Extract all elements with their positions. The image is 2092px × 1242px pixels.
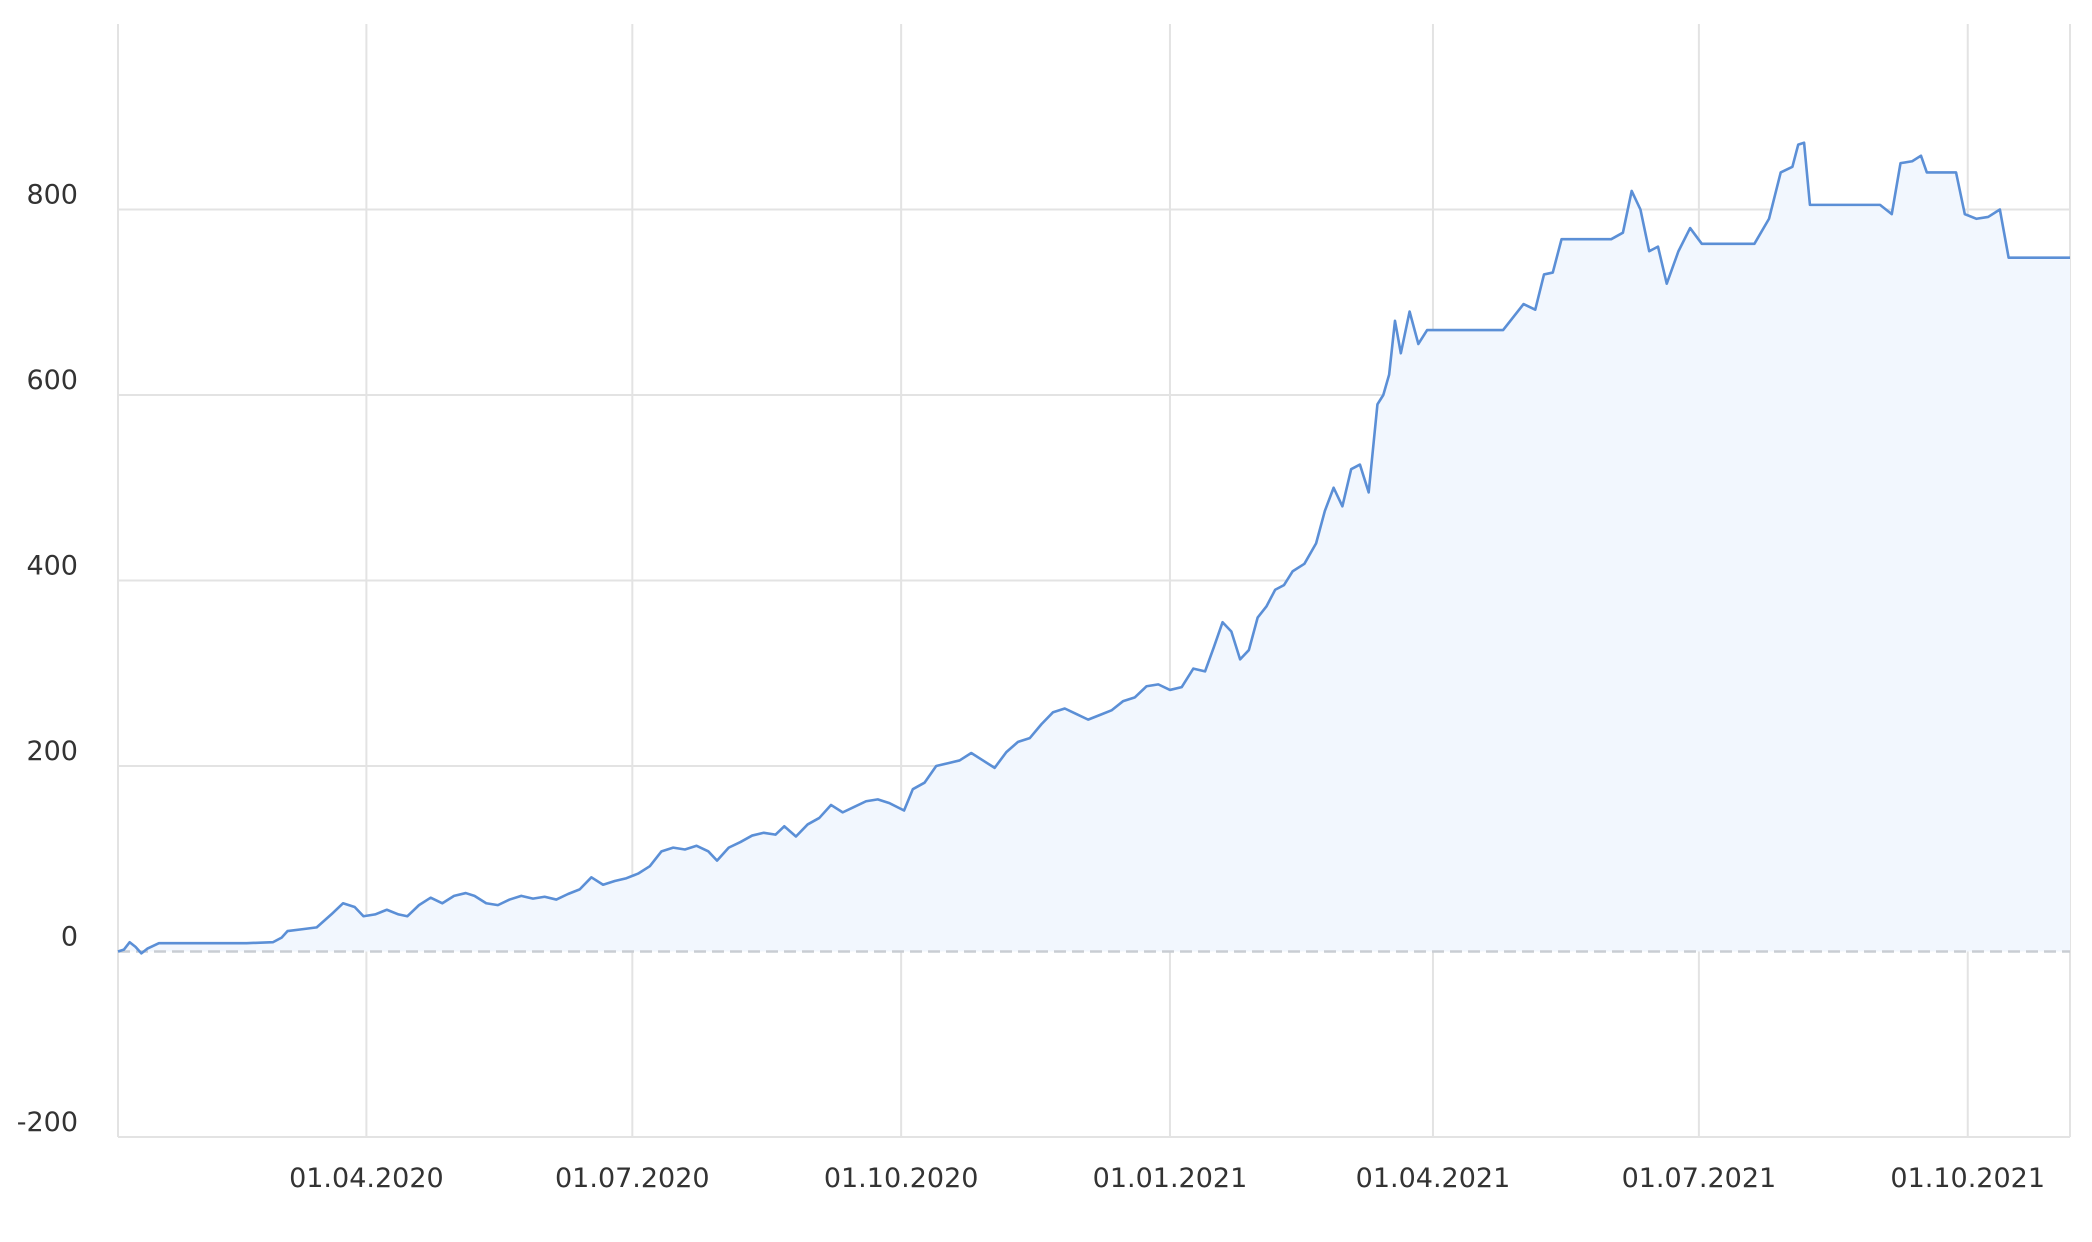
y-axis-labels: -200 0 200 400 600 800 (17, 180, 78, 1139)
x-tick-label: 01.07.2020 (555, 1163, 710, 1194)
y-tick-label: 0 (61, 922, 78, 953)
x-tick-label: 01.01.2021 (1093, 1163, 1248, 1194)
x-axis-labels: 01.04.2020 01.07.2020 01.10.2020 01.01.2021… (289, 1163, 2045, 1194)
y-tick-label: 400 (26, 551, 78, 582)
x-tick-label: 01.04.2020 (289, 1163, 444, 1194)
y-tick-label: 800 (26, 180, 78, 211)
x-tick-label: 01.04.2021 (1356, 1163, 1511, 1194)
x-tick-label: 01.07.2021 (1622, 1163, 1777, 1194)
x-tick-label: 01.10.2021 (1890, 1163, 2045, 1194)
line-layer (117, 141, 2070, 955)
y-tick-label: 200 (26, 736, 78, 767)
area-layer (118, 142, 2070, 954)
series-line (117, 141, 2070, 955)
y-tick-label: 600 (26, 365, 78, 396)
x-tick-label: 01.10.2020 (824, 1163, 979, 1194)
y-tick-label: -200 (17, 1107, 78, 1138)
series-area (118, 142, 2070, 954)
